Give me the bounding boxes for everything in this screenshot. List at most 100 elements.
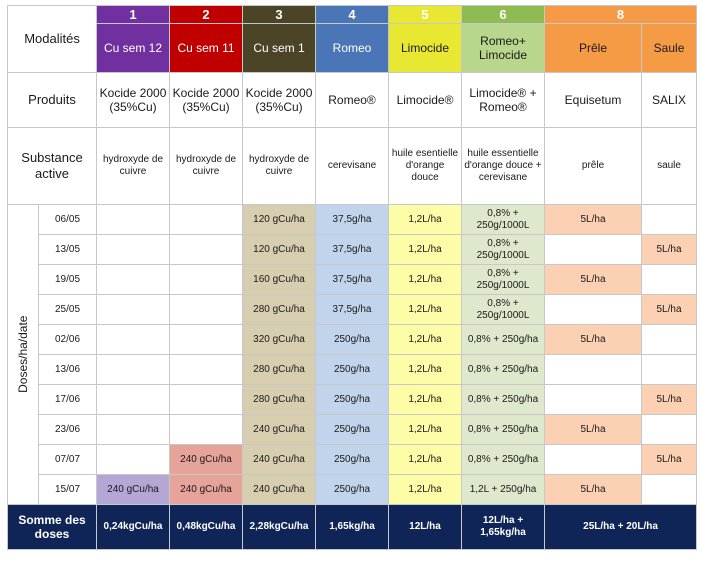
dose-cell	[96, 444, 171, 475]
dose-cell: 240 gCu/ha	[242, 444, 317, 475]
dose-cell: 280 gCu/ha	[242, 354, 317, 385]
dose-cell: 0,8% + 250g/1000L	[461, 264, 546, 295]
substance-active: hydroxyde de cuivre	[96, 127, 171, 205]
dose-cell: 5L/ha	[641, 294, 698, 325]
total-row: Somme des doses 0,24kgCu/ha 0,48kgCu/ha 2,2…	[6, 504, 698, 550]
dose-cell: 0,8% + 250g/ha	[461, 354, 546, 385]
somme-label: Somme des doses	[6, 504, 98, 550]
dose-cell: 1,2L/ha	[388, 414, 463, 445]
dose-cell	[96, 414, 171, 445]
dose-cell	[544, 294, 643, 325]
dose-cell	[96, 264, 171, 295]
dose-cell	[641, 414, 698, 445]
total-cell: 0,48kgCu/ha	[169, 504, 244, 550]
modalite-number: 4	[315, 5, 390, 24]
product-name: Kocide 2000 (35%Cu)	[169, 72, 244, 128]
dose-cell	[544, 384, 643, 415]
substance-row: Substance active hydroxyde de cuivre hydr…	[6, 127, 698, 205]
modalite-name: Saule	[641, 23, 698, 73]
dose-cell	[544, 444, 643, 475]
substance-active: huile esentielle d'orange douce	[388, 127, 463, 205]
dose-cell	[96, 354, 171, 385]
dose-cell: 1,2L/ha	[388, 384, 463, 415]
header-name-row: Cu sem 12 Cu sem 11 Cu sem 1 Romeo Limocide R…	[8, 23, 698, 73]
substance-active: hydroxyde de cuivre	[242, 127, 317, 205]
total-cell: 25L/ha + 20L/ha	[544, 504, 698, 550]
produits-label: Produits	[6, 72, 98, 128]
modalite-name: Prêle	[544, 23, 643, 73]
dose-cell: 240 gCu/ha	[242, 474, 317, 505]
date-cell: 06/05	[37, 204, 98, 235]
date-cell: 19/05	[37, 264, 98, 295]
total-cell: 0,24kgCu/ha	[96, 504, 171, 550]
dose-cell	[96, 324, 171, 355]
dose-cell	[544, 234, 643, 265]
dose-row: Doses/ha/date 06/05 120 gCu/ha 37,5g/ha 1,2L…	[7, 204, 698, 505]
doses-axis-label: Doses/ha/date	[7, 204, 39, 505]
dose-row: 07/07 240 gCu/ha 240 gCu/ha 250g/ha 1,2L/ha 0…	[8, 444, 698, 475]
dose-cell: 240 gCu/ha	[96, 474, 171, 505]
dose-row: 02/06 320 gCu/ha 250g/ha 1,2L/ha 0,8% + 250g…	[8, 324, 698, 355]
dose-cell	[169, 354, 244, 385]
dose-cell	[96, 384, 171, 415]
substance-active: cerevisane	[315, 127, 390, 205]
dose-cell: 5L/ha	[544, 264, 643, 295]
modalite-name: Limocide	[388, 23, 463, 73]
dose-cell: 250g/ha	[315, 444, 390, 475]
dose-cell	[641, 474, 698, 505]
dose-cell: 5L/ha	[641, 384, 698, 415]
modalite-number: 6	[461, 5, 546, 24]
modalite-number: 8	[544, 5, 698, 24]
dose-cell	[96, 204, 171, 235]
dose-cell: 1,2L/ha	[388, 354, 463, 385]
dose-cell	[169, 384, 244, 415]
date-cell: 13/06	[37, 354, 98, 385]
date-cell: 13/05	[37, 234, 98, 265]
dose-cell: 37,5g/ha	[315, 264, 390, 295]
modalite-number: 5	[388, 5, 463, 24]
dose-cell: 1,2L + 250g/ha	[461, 474, 546, 505]
dose-row: 25/05 280 gCu/ha 37,5g/ha 1,2L/ha 0,8% + 250…	[8, 294, 698, 325]
dose-cell: 1,2L/ha	[388, 474, 463, 505]
dose-cell	[169, 414, 244, 445]
dose-cell: 0,8% + 250g/ha	[461, 384, 546, 415]
dose-cell: 1,2L/ha	[388, 444, 463, 475]
modalite-number: 3	[242, 5, 317, 24]
dose-cell: 280 gCu/ha	[242, 384, 317, 415]
dose-cell: 160 gCu/ha	[242, 264, 317, 295]
product-name: Equisetum	[544, 72, 643, 128]
modalite-name: Cu sem 12	[96, 23, 171, 73]
date-cell: 07/07	[37, 444, 98, 475]
dose-cell: 37,5g/ha	[315, 204, 390, 235]
dose-cell: 250g/ha	[315, 474, 390, 505]
modalite-number: 2	[169, 5, 244, 24]
dose-cell: 0,8% + 250g/ha	[461, 444, 546, 475]
dose-cell: 250g/ha	[315, 324, 390, 355]
dose-cell: 250g/ha	[315, 354, 390, 385]
product-name: Kocide 2000 (35%Cu)	[96, 72, 171, 128]
products-row: Produits Kocide 2000 (35%Cu) Kocide 2000 …	[6, 72, 698, 128]
dose-row: 15/07 240 gCu/ha 240 gCu/ha 240 gCu/ha 250g/…	[8, 474, 698, 505]
dose-cell: 5L/ha	[544, 204, 643, 235]
dose-cell: 1,2L/ha	[388, 264, 463, 295]
dose-cell: 1,2L/ha	[388, 324, 463, 355]
dose-cell: 1,2L/ha	[388, 234, 463, 265]
dose-row: 19/05 160 gCu/ha 37,5g/ha 1,2L/ha 0,8% + 250…	[8, 264, 698, 295]
substance-active: hydroxyde de cuivre	[169, 127, 244, 205]
dose-cell	[96, 294, 171, 325]
modalite-name: Cu sem 1	[242, 23, 317, 73]
dose-cell	[169, 324, 244, 355]
dose-cell	[641, 204, 698, 235]
product-name: Limocide®	[388, 72, 463, 128]
product-name: Limocide® + Romeo®	[461, 72, 546, 128]
dose-cell: 5L/ha	[641, 234, 698, 265]
dose-cell: 1,2L/ha	[388, 204, 463, 235]
product-name: Romeo®	[315, 72, 390, 128]
modalites-label: Modalités	[6, 5, 98, 73]
substance-active: huile essentielle d'orange douce + cerev…	[461, 127, 546, 205]
doses-axis-text: Doses/ha/date	[15, 315, 30, 393]
dose-cell	[641, 324, 698, 355]
dose-row: 23/06 240 gCu/ha 250g/ha 1,2L/ha 0,8% + 250g…	[8, 414, 698, 445]
modalite-number: 1	[96, 5, 171, 24]
